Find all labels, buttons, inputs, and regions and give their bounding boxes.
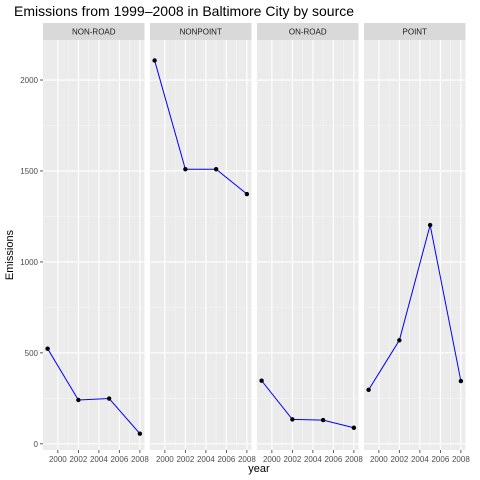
data-point (351, 425, 357, 430)
facet-strip-label: NON-ROAD (72, 28, 116, 37)
data-point (366, 387, 371, 393)
x-tick-label: 2006 (110, 455, 128, 464)
series-line (154, 60, 248, 195)
x-tick-label: 2006 (431, 455, 449, 464)
x-tick-label: 2004 (197, 455, 215, 464)
facet-strip-label: NONPOINT (180, 28, 222, 37)
x-tick-label: 2000 (370, 455, 388, 464)
y-axis: 0 500 1000 1500 2000 (20, 76, 43, 449)
chart-title: Emissions from 1999–2008 in Baltimore Ci… (14, 3, 354, 19)
data-point (106, 396, 112, 401)
data-point (427, 222, 433, 228)
x-tick-label: 2008 (345, 455, 363, 464)
x-tick-label: 2004 (90, 455, 108, 464)
y-tick-label: 1500 (20, 167, 38, 176)
series-line (47, 348, 141, 434)
y-axis-title: Emissions (4, 229, 16, 280)
y-tick-label: 0 (34, 440, 39, 449)
data-point (45, 346, 50, 351)
panel-background (150, 40, 252, 450)
data-point (397, 338, 402, 343)
y-tick-label: 1000 (20, 258, 38, 267)
x-tick-label: 2000 (263, 455, 281, 464)
facet-strip (43, 23, 145, 40)
data-point (259, 378, 264, 383)
data-point (213, 167, 219, 172)
x-tick-label: 2002 (390, 455, 408, 464)
facet-strip (150, 23, 252, 40)
x-tick-label: 2000 (49, 455, 67, 464)
series-line (368, 224, 462, 391)
x-axis-title: year (248, 463, 270, 475)
x-tick-label: 2002 (69, 455, 87, 464)
facet-non-road: NON-ROAD 2000 2002 2004 2006 2008 (43, 23, 149, 464)
x-tick-label: 2008 (238, 455, 256, 464)
facet-strip-label: POINT (403, 28, 428, 37)
x-tick-label: 2008 (131, 455, 149, 464)
series-line (261, 380, 355, 429)
data-point (244, 191, 250, 197)
facet-strip-label: ON-ROAD (289, 28, 327, 37)
panel-background (257, 40, 359, 450)
data-point (458, 378, 464, 384)
facet-strip (364, 23, 466, 40)
data-point (320, 417, 326, 423)
facet-strip (257, 23, 359, 40)
x-tick-label: 2004 (304, 455, 322, 464)
facet-nonpoint: NONPOINT 2000 2002 2004 2006 2008 (150, 23, 256, 464)
data-point (152, 58, 157, 63)
x-tick-label: 2002 (176, 455, 194, 464)
data-point (290, 417, 295, 422)
x-tick-label: 2002 (283, 455, 301, 464)
facet-on-road: ON-ROAD 2000 2002 2004 2006 2008 (257, 23, 363, 464)
data-point (76, 397, 81, 403)
facet-point: POINT 2000 2002 2004 2006 2008 (364, 23, 470, 464)
data-point (183, 167, 188, 172)
panel-background (43, 40, 145, 450)
x-tick-label: 2006 (324, 455, 342, 464)
y-tick-label: 500 (25, 349, 39, 358)
y-tick-label: 2000 (20, 76, 38, 85)
x-tick-label: 2006 (217, 455, 235, 464)
x-tick-label: 2004 (411, 455, 429, 464)
panel-background (364, 40, 466, 450)
x-tick-label: 2008 (452, 455, 470, 464)
x-tick-label: 2000 (156, 455, 174, 464)
data-point (137, 431, 143, 436)
